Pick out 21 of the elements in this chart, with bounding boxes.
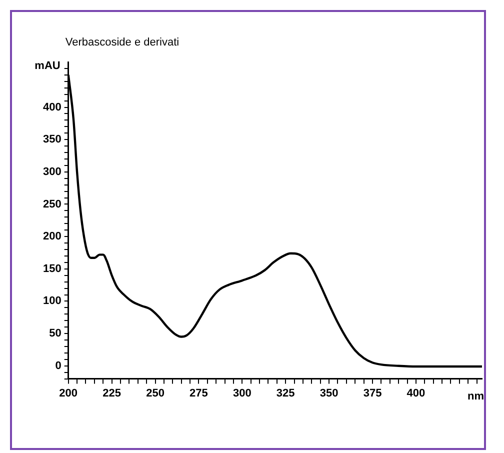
x-tick-label: 250 xyxy=(146,387,164,400)
x-tick-label: 325 xyxy=(276,387,295,400)
x-tick-label: 400 xyxy=(406,387,426,400)
y-tick-label: 200 xyxy=(42,230,62,243)
y-tick-label: 100 xyxy=(42,295,62,308)
chart-title: Verbascoside e derivati xyxy=(65,36,180,49)
y-tick-label: 400 xyxy=(42,101,62,114)
x-tick-label: 350 xyxy=(320,387,338,400)
y-tick-label: 250 xyxy=(42,198,62,210)
y-tick-label: 50 xyxy=(49,328,62,340)
x-tick-label: 300 xyxy=(232,387,252,400)
y-tick-label: 350 xyxy=(42,134,62,146)
x-tick-label: 200 xyxy=(59,387,78,400)
x-axis-title: nm xyxy=(468,390,484,402)
y-tick-label: 300 xyxy=(42,166,62,178)
y-axis-title: mAU xyxy=(34,60,60,72)
y-tick-label: 150 xyxy=(42,262,62,275)
x-tick-label: 275 xyxy=(190,387,208,400)
y-tick-label: 0 xyxy=(55,360,62,372)
x-tick-label: 375 xyxy=(363,387,382,400)
x-tick-label: 225 xyxy=(102,387,121,400)
